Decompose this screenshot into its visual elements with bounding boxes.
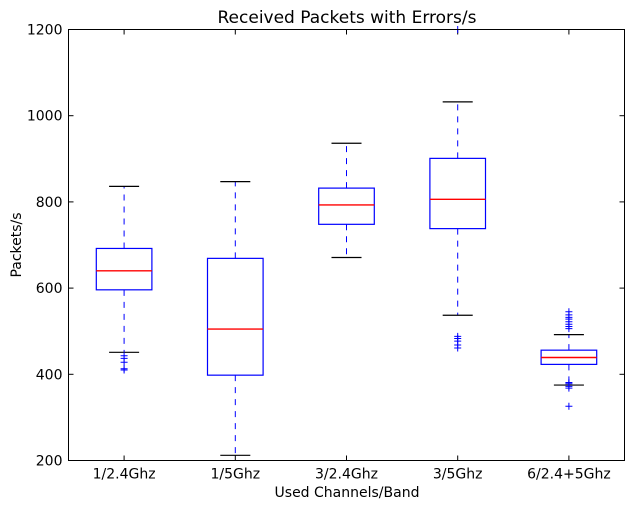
x-axis-label: Used Channels/Band [275,485,420,501]
y-tick-label: 600 [36,281,63,297]
x-tick-label: 3/2.4Ghz [315,467,378,483]
x-tick-label: 6/2.4+5Ghz [527,467,611,483]
outlier-point [120,365,128,373]
y-tick-label: 1000 [27,109,63,125]
y-axis-label: Packets/s [9,212,25,277]
chart-title: Received Packets with Errors/s [218,8,477,28]
y-tick-label: 400 [36,367,63,383]
y-tick-label: 800 [36,195,63,211]
iqr-box [318,187,375,225]
iqr-box [95,247,153,291]
x-tick-label: 1/5Ghz [210,467,260,483]
iqr-box [429,157,487,230]
outlier-point [565,308,573,316]
outlier-point [454,332,462,340]
y-tick-label: 200 [36,454,63,470]
plot-marks: 200 400 600 800 1000 1200 1/2.4Ghz 1/5Ghz 3/2.4G… [27,23,625,483]
x-tick-label: 1/2.4Ghz [93,467,156,483]
outlier-point [565,378,573,386]
y-tick-label: 1200 [27,23,63,39]
outlier-point [120,352,128,360]
outlier-point [565,402,573,410]
iqr-box [206,257,264,376]
x-tick-label: 3/5Ghz [433,467,483,483]
plot-frame [68,29,625,461]
